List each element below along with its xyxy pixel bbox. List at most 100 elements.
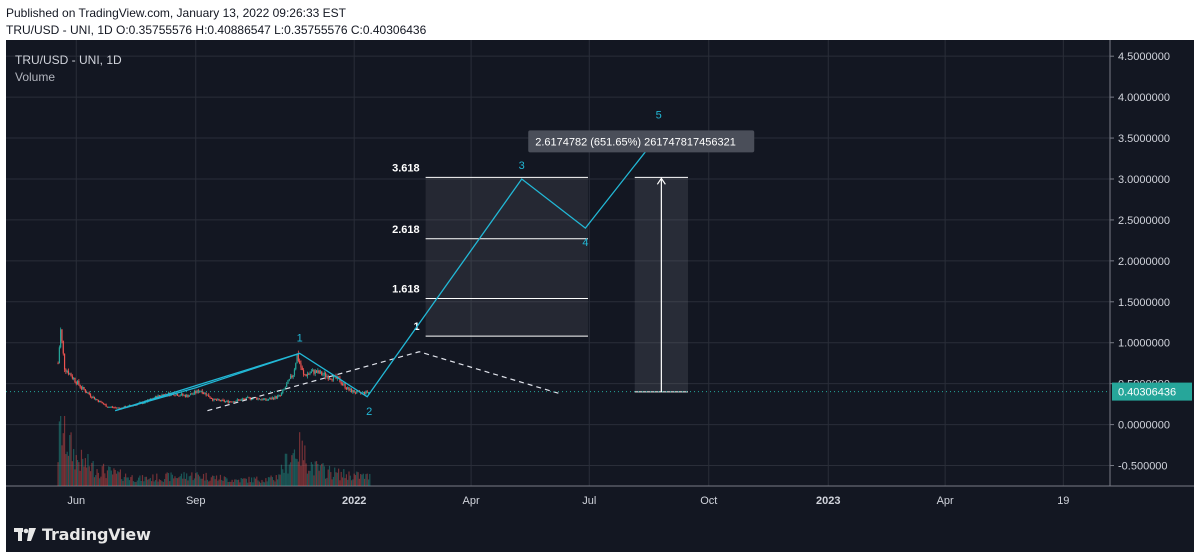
volume-bar bbox=[275, 475, 277, 486]
volume-bar bbox=[299, 432, 301, 486]
candle-body bbox=[180, 393, 183, 396]
volume-bar bbox=[117, 471, 119, 486]
candle-body bbox=[114, 407, 116, 409]
candle-body bbox=[287, 380, 289, 384]
volume-bar bbox=[319, 465, 322, 486]
candle-body bbox=[225, 401, 227, 403]
volume-bar bbox=[87, 454, 89, 486]
volume-bar bbox=[340, 471, 342, 486]
volume-bar bbox=[108, 466, 110, 486]
volume-bar bbox=[91, 462, 93, 486]
candle-body bbox=[100, 400, 102, 403]
candle-body bbox=[143, 402, 145, 404]
legend-symbol: TRU/USD - UNI, 1D bbox=[15, 53, 122, 67]
volume-bar bbox=[86, 467, 88, 486]
candle-body bbox=[227, 400, 229, 403]
volume-bar bbox=[289, 462, 292, 486]
candle-body bbox=[260, 399, 262, 401]
volume-bar bbox=[240, 477, 242, 486]
volume-bar bbox=[189, 475, 192, 486]
candle-body bbox=[366, 390, 368, 393]
candle-body bbox=[314, 370, 316, 374]
candle-body bbox=[241, 398, 244, 400]
volume-bar bbox=[79, 470, 81, 486]
volume-bar bbox=[109, 466, 111, 486]
volume-bar bbox=[71, 461, 73, 486]
volume-bar bbox=[262, 481, 264, 486]
candle-body bbox=[292, 375, 294, 378]
candle-body bbox=[102, 403, 105, 405]
candle-body bbox=[187, 394, 189, 397]
volume-bar bbox=[88, 466, 90, 486]
candle-body bbox=[240, 399, 242, 401]
volume-bar bbox=[173, 478, 175, 486]
candle-body bbox=[279, 395, 281, 397]
candle-body bbox=[331, 379, 333, 381]
candle-body bbox=[87, 392, 89, 394]
volume-bar bbox=[121, 479, 123, 486]
volume-bar bbox=[312, 464, 314, 486]
candle-body bbox=[288, 378, 290, 381]
candle-body bbox=[280, 392, 283, 396]
candle-body bbox=[183, 395, 185, 397]
candle-body bbox=[273, 397, 275, 400]
volume-bar bbox=[115, 473, 118, 486]
volume-bar bbox=[123, 477, 125, 486]
volume-bar bbox=[92, 461, 94, 486]
volume-bar bbox=[75, 455, 77, 486]
candle-body bbox=[286, 383, 288, 388]
candle-body bbox=[118, 407, 120, 409]
candle-body bbox=[154, 396, 157, 399]
volume-bar bbox=[351, 480, 353, 486]
volume-bar bbox=[131, 475, 133, 486]
tradingview-logo[interactable]: TradingView bbox=[14, 525, 151, 544]
volume-bar bbox=[195, 473, 197, 486]
volume-bar bbox=[153, 481, 155, 486]
volume-bar bbox=[135, 482, 137, 486]
volume-bar bbox=[208, 481, 210, 486]
candle-body bbox=[313, 369, 315, 374]
x-tick-label: Jun bbox=[67, 495, 85, 507]
volume-bar bbox=[344, 478, 346, 486]
volume-bar bbox=[288, 464, 290, 486]
candle-body bbox=[258, 398, 260, 400]
volume-bar bbox=[76, 459, 79, 486]
volume-bar bbox=[280, 464, 283, 486]
candle-body bbox=[217, 399, 219, 401]
candle-body bbox=[245, 397, 247, 400]
volume-bar bbox=[126, 477, 128, 486]
volume-bar bbox=[218, 479, 220, 486]
volume-bar bbox=[252, 482, 254, 486]
candle-body bbox=[338, 376, 340, 378]
candle-body bbox=[112, 406, 114, 408]
candle-body bbox=[208, 394, 210, 397]
fib-range-box bbox=[425, 177, 588, 337]
candle-body bbox=[300, 363, 302, 368]
candle-body bbox=[332, 375, 335, 381]
candle-body bbox=[310, 371, 312, 374]
volume-bar bbox=[339, 480, 341, 486]
candle-body bbox=[297, 354, 299, 361]
candle-body bbox=[309, 373, 311, 375]
volume-bar bbox=[128, 480, 131, 486]
candle-body bbox=[325, 372, 327, 378]
y-tick-label: 4.5000000 bbox=[1118, 51, 1170, 63]
candle-body bbox=[76, 380, 79, 384]
volume-bar bbox=[323, 466, 325, 486]
x-tick-label: Apr bbox=[937, 495, 954, 507]
candle-body bbox=[226, 400, 228, 402]
volume-bar bbox=[363, 478, 366, 486]
volume-bar bbox=[335, 472, 337, 486]
candle-body bbox=[93, 396, 96, 400]
candle-body bbox=[266, 399, 268, 401]
volume-bar bbox=[269, 477, 271, 486]
candle-body bbox=[304, 374, 306, 376]
legend-volume: Volume bbox=[15, 70, 55, 84]
volume-bar bbox=[119, 469, 122, 486]
candle-body bbox=[257, 398, 259, 400]
chart-canvas[interactable]: 4.5000000 4.0000000 3.5000000 3.0000000 2.50… bbox=[6, 40, 1194, 516]
volume-bar bbox=[321, 463, 323, 486]
price-chart[interactable]: 4.5000000 4.0000000 3.5000000 3.0000000 2.50… bbox=[6, 40, 1194, 516]
volume-bar bbox=[140, 480, 142, 486]
candle-body bbox=[263, 398, 266, 400]
